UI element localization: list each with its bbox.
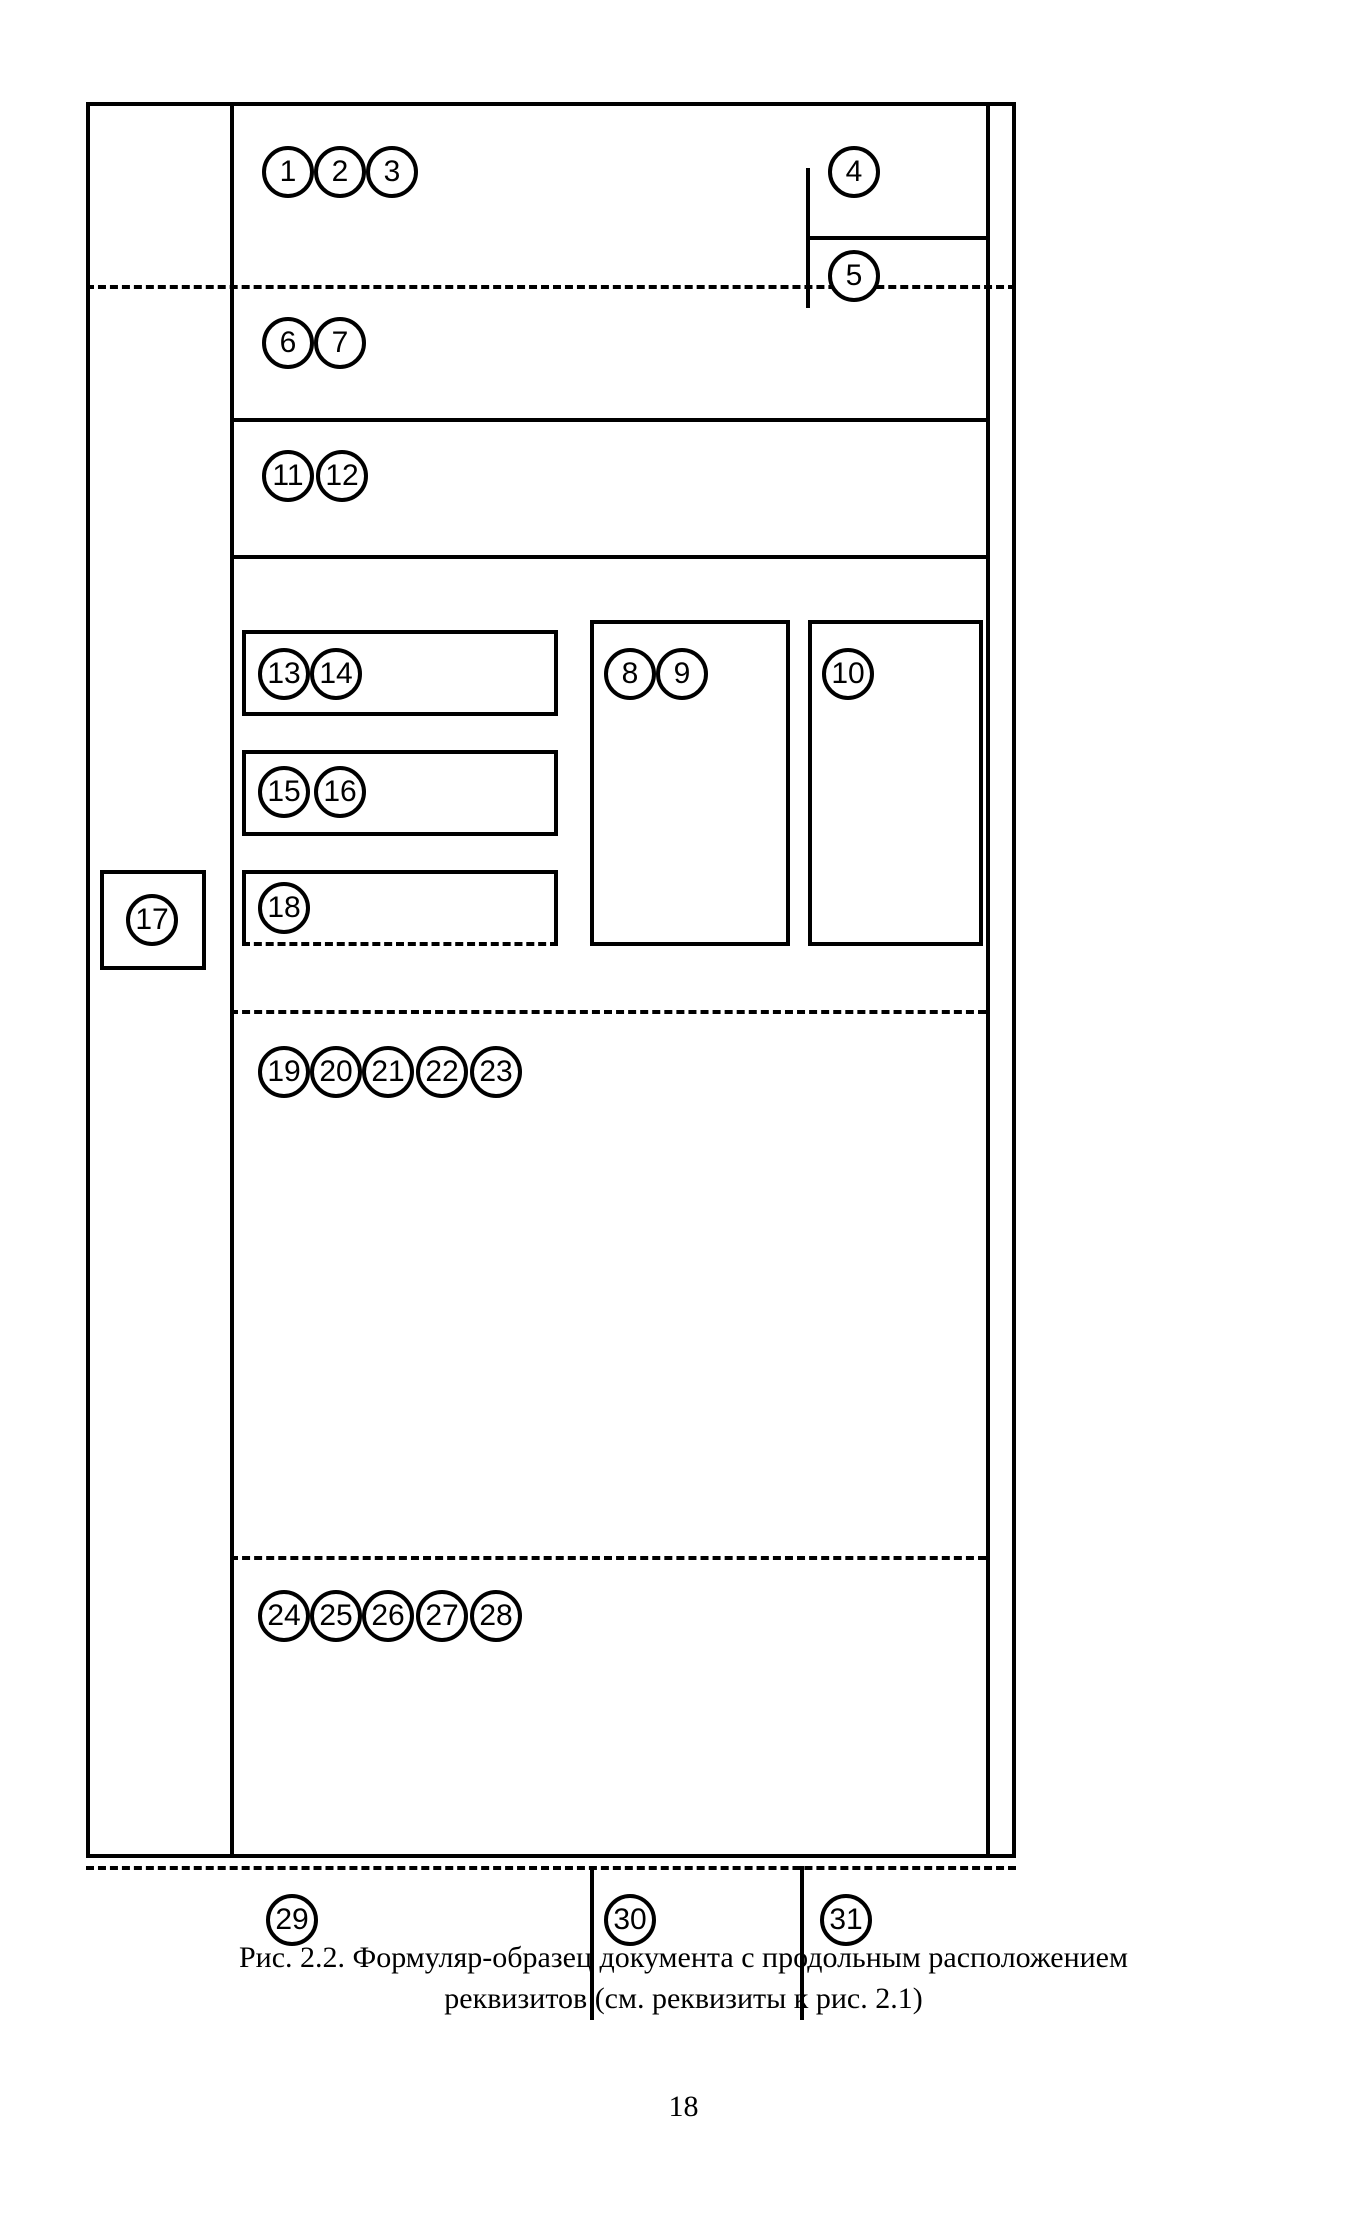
requisite-number: 14 (319, 657, 352, 691)
requisite-marker-15: 15 (258, 766, 310, 818)
caption-line-1: Рис. 2.2. Формуляр-образец документа с п… (239, 1941, 1128, 1974)
requisite-marker-7: 7 (314, 317, 366, 369)
requisite-number: 29 (275, 1903, 308, 1937)
dashed-hline-2 (230, 1556, 986, 1560)
requisite-marker-8: 8 (604, 648, 656, 700)
requisite-number: 13 (267, 657, 300, 691)
requisite-marker-20: 20 (310, 1046, 362, 1098)
requisite-marker-22: 22 (416, 1046, 468, 1098)
requisite-marker-4: 4 (828, 146, 880, 198)
requisite-number: 6 (280, 326, 297, 360)
page-number: 18 (0, 2090, 1367, 2124)
vline-0 (230, 102, 234, 1858)
requisite-marker-12: 12 (316, 450, 368, 502)
requisite-marker-25: 25 (310, 1590, 362, 1642)
requisite-marker-1: 1 (262, 146, 314, 198)
hline-2 (806, 236, 986, 240)
requisite-number: 5 (846, 259, 863, 293)
requisite-number: 10 (831, 657, 864, 691)
caption-line-2: реквизитов (см. реквизиты к рис. 2.1) (444, 1982, 922, 2015)
requisite-number: 27 (425, 1599, 458, 1633)
requisite-marker-10: 10 (822, 648, 874, 700)
dashed-hline-3 (86, 1866, 1016, 1870)
requisite-marker-2: 2 (314, 146, 366, 198)
requisite-marker-27: 27 (416, 1590, 468, 1642)
requisite-number: 31 (829, 1903, 862, 1937)
requisite-number: 4 (846, 155, 863, 189)
requisite-number: 7 (332, 326, 349, 360)
requisite-number: 23 (479, 1055, 512, 1089)
requisite-number: 2 (332, 155, 349, 189)
requisite-marker-17: 17 (126, 894, 178, 946)
requisite-number: 24 (267, 1599, 300, 1633)
requisite-marker-9: 9 (656, 648, 708, 700)
requisite-marker-11: 11 (262, 450, 314, 502)
requisite-marker-16: 16 (314, 766, 366, 818)
requisite-number: 25 (319, 1599, 352, 1633)
form-template-diagram: 1234567111213148910151617181920212223242… (86, 102, 1016, 1858)
figure-caption: Рис. 2.2. Формуляр-образец документа с п… (0, 1938, 1367, 2019)
requisite-number: 16 (323, 775, 356, 809)
outer-frame (86, 102, 1016, 1858)
requisite-marker-18: 18 (258, 882, 310, 934)
requisite-number: 18 (267, 891, 300, 925)
requisite-number: 1 (280, 155, 297, 189)
vline-1 (986, 102, 990, 1858)
hline-1 (230, 555, 986, 559)
page-number-text: 18 (669, 2090, 699, 2123)
requisite-number: 20 (319, 1055, 352, 1089)
requisite-marker-23: 23 (470, 1046, 522, 1098)
requisite-number: 17 (135, 903, 168, 937)
requisite-marker-24: 24 (258, 1590, 310, 1642)
requisite-marker-21: 21 (362, 1046, 414, 1098)
requisite-number: 22 (425, 1055, 458, 1089)
requisite-number: 26 (371, 1599, 404, 1633)
dashed-hline-1 (230, 1010, 986, 1014)
requisite-marker-26: 26 (362, 1590, 414, 1642)
requisite-marker-19: 19 (258, 1046, 310, 1098)
requisite-marker-5: 5 (828, 250, 880, 302)
requisite-number: 21 (371, 1055, 404, 1089)
requisite-number: 30 (613, 1903, 646, 1937)
requisite-number: 19 (267, 1055, 300, 1089)
requisite-marker-28: 28 (470, 1590, 522, 1642)
requisite-marker-13: 13 (258, 648, 310, 700)
requisite-number: 12 (325, 459, 358, 493)
requisite-number: 28 (479, 1599, 512, 1633)
hline-0 (230, 418, 986, 422)
requisite-marker-6: 6 (262, 317, 314, 369)
requisite-marker-3: 3 (366, 146, 418, 198)
page: 1234567111213148910151617181920212223242… (0, 0, 1367, 2213)
requisite-number: 11 (272, 459, 303, 493)
requisite-number: 15 (267, 775, 300, 809)
requisite-number: 9 (674, 657, 691, 691)
requisite-number: 8 (622, 657, 639, 691)
requisite-marker-14: 14 (310, 648, 362, 700)
requisite-number: 3 (384, 155, 401, 189)
